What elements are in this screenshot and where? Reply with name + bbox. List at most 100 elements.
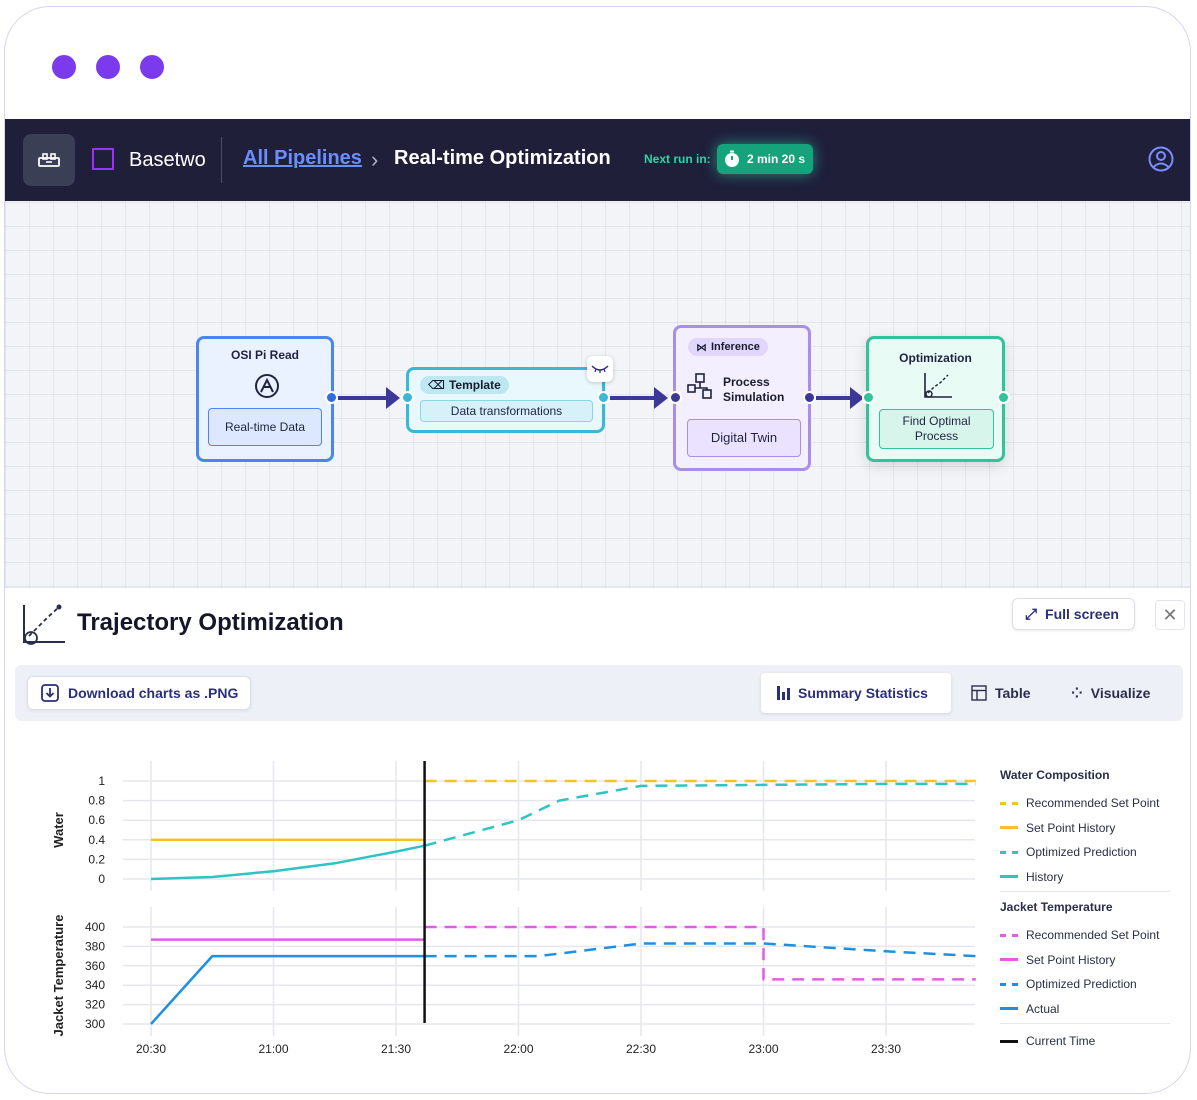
download-label: Download charts as .PNG bbox=[68, 685, 239, 701]
series-line bbox=[424, 782, 976, 847]
panel-toolbar: Download charts as .PNG Summary Statisti… bbox=[15, 665, 1183, 721]
node-body: Digital Twin bbox=[687, 419, 801, 457]
series-line bbox=[424, 942, 976, 958]
tab-summary-statistics[interactable]: Summary Statistics bbox=[761, 673, 951, 713]
hide-node-button[interactable] bbox=[587, 356, 613, 382]
tab-label: Table bbox=[995, 685, 1031, 701]
window-dot-yellow[interactable] bbox=[96, 55, 120, 79]
legend-divider bbox=[1000, 1023, 1170, 1024]
node-body: Data transformations bbox=[420, 400, 593, 422]
close-icon: ✕ bbox=[1162, 604, 1178, 625]
x-tick-label: 23:30 bbox=[871, 1042, 901, 1056]
y-tick-label: 400 bbox=[85, 920, 105, 934]
x-tick-label: 21:30 bbox=[381, 1042, 411, 1056]
breadcrumb-all-pipelines[interactable]: All Pipelines bbox=[243, 147, 362, 169]
series-line bbox=[150, 954, 425, 1025]
input-port[interactable] bbox=[669, 391, 682, 404]
node-body-line2: Process bbox=[914, 429, 959, 443]
y-axis-label: Jacket Temperature bbox=[51, 915, 66, 1037]
y-tick-label: 360 bbox=[85, 959, 105, 973]
node-title: Inference bbox=[711, 341, 760, 353]
node-body: Find Optimal Process bbox=[879, 409, 994, 449]
full-screen-label: Full screen bbox=[1045, 606, 1119, 622]
eraser-icon: ⌫ bbox=[428, 378, 445, 392]
expand-icon: ⤢ bbox=[1025, 605, 1038, 623]
process-simulation-icon bbox=[687, 373, 712, 399]
top-nav: Basetwo All Pipelines › Real-time Optimi… bbox=[5, 119, 1190, 201]
stopwatch-icon bbox=[725, 150, 739, 167]
scatter-icon: ⁘ bbox=[1071, 684, 1083, 701]
node-osi-pi-read[interactable]: OSI Pi Read Real-time Data bbox=[196, 336, 334, 462]
legend-item: Current Time bbox=[1000, 1029, 1095, 1054]
y-tick-label: 0.2 bbox=[88, 852, 105, 866]
y-tick-label: 340 bbox=[85, 978, 105, 992]
edge-arrow bbox=[338, 387, 400, 409]
node-title: Template bbox=[448, 378, 501, 392]
tab-visualize[interactable]: ⁘ Visualize bbox=[1055, 673, 1179, 713]
node-body: Real-time Data bbox=[208, 408, 322, 446]
output-port[interactable] bbox=[597, 391, 610, 404]
tab-table[interactable]: Table bbox=[955, 673, 1045, 713]
y-tick-label: 1 bbox=[98, 774, 105, 788]
trajectory-icon bbox=[23, 604, 65, 645]
node-body-line1: Find Optimal bbox=[902, 414, 971, 428]
output-port[interactable] bbox=[997, 391, 1010, 404]
pipeline-icon bbox=[38, 153, 60, 167]
y-axis-label: Water bbox=[51, 812, 66, 848]
window-dot-green[interactable] bbox=[140, 55, 164, 79]
legend-item: Optimized Prediction bbox=[1000, 972, 1159, 997]
download-charts-button[interactable]: Download charts as .PNG bbox=[27, 676, 251, 710]
tab-label: Visualize bbox=[1090, 685, 1151, 701]
chevron-right-icon: › bbox=[371, 147, 379, 172]
legend-item: History bbox=[1000, 865, 1159, 890]
legend-item: Optimized Prediction bbox=[1000, 840, 1159, 865]
edge-arrow bbox=[816, 387, 864, 409]
inference-badge: ⋈ Inference bbox=[688, 338, 768, 356]
timer-value: 2 min 20 s bbox=[747, 152, 806, 166]
x-tick-label: 23:00 bbox=[748, 1042, 778, 1056]
legend-water: Water Composition Recommended Set Point … bbox=[1000, 768, 1159, 889]
y-tick-label: 320 bbox=[85, 998, 105, 1012]
y-tick-label: 0.6 bbox=[88, 813, 105, 827]
trajectory-icon bbox=[924, 373, 952, 398]
breadcrumb-current: Real-time Optimization bbox=[394, 147, 611, 169]
legend-title: Water Composition bbox=[1000, 768, 1110, 782]
node-inference[interactable]: ⋈ Inference Process Simulation Digital T… bbox=[673, 325, 811, 471]
y-tick-label: 0.8 bbox=[88, 794, 105, 808]
brand-name: Basetwo bbox=[129, 149, 206, 171]
bar-chart-icon bbox=[777, 686, 790, 700]
osi-pi-icon bbox=[255, 374, 279, 398]
legend-item: Recommended Set Point bbox=[1000, 791, 1159, 816]
node-title: OSI Pi Read bbox=[230, 348, 300, 362]
x-tick-label: 20:30 bbox=[136, 1042, 166, 1056]
user-avatar-icon[interactable] bbox=[1148, 146, 1174, 172]
window-dot-red[interactable] bbox=[52, 55, 76, 79]
input-port[interactable] bbox=[401, 391, 414, 404]
x-tick-label: 22:00 bbox=[503, 1042, 533, 1056]
legend-item: Recommended Set Point bbox=[1000, 923, 1159, 948]
input-port[interactable] bbox=[862, 391, 875, 404]
pipelines-home-button[interactable] bbox=[23, 134, 75, 186]
output-port[interactable] bbox=[803, 391, 816, 404]
legend-item: Actual bbox=[1000, 997, 1159, 1022]
brand-logo-icon bbox=[92, 148, 114, 170]
app-window: Basetwo All Pipelines › Real-time Optimi… bbox=[4, 6, 1191, 1094]
legend-item: Set Point History bbox=[1000, 948, 1159, 973]
pipeline-canvas[interactable]: OSI Pi Read Real-time Data ⌫ Template Da… bbox=[5, 201, 1190, 588]
series-line bbox=[424, 925, 976, 981]
node-template[interactable]: ⌫ Template Data transformations bbox=[406, 356, 613, 433]
output-port[interactable] bbox=[325, 391, 338, 404]
eye-closed-icon bbox=[591, 365, 609, 373]
full-screen-button[interactable]: ⤢ Full screen bbox=[1012, 598, 1135, 630]
next-run-label: Next run in: bbox=[644, 152, 711, 166]
close-panel-button[interactable]: ✕ bbox=[1155, 600, 1185, 630]
network-icon: ⋈ bbox=[696, 341, 707, 354]
download-icon bbox=[41, 684, 59, 702]
y-tick-label: 0 bbox=[98, 872, 105, 886]
y-tick-label: 380 bbox=[85, 939, 105, 953]
node-optimization[interactable]: Optimization Find Optimal Process bbox=[866, 336, 1005, 462]
legend-current-time: Current Time bbox=[1000, 1029, 1095, 1054]
legend-jacket: Jacket Temperature Recommended Set Point… bbox=[1000, 900, 1159, 1021]
panel-title: Trajectory Optimization bbox=[77, 609, 344, 636]
node-title: Optimization bbox=[899, 351, 972, 365]
